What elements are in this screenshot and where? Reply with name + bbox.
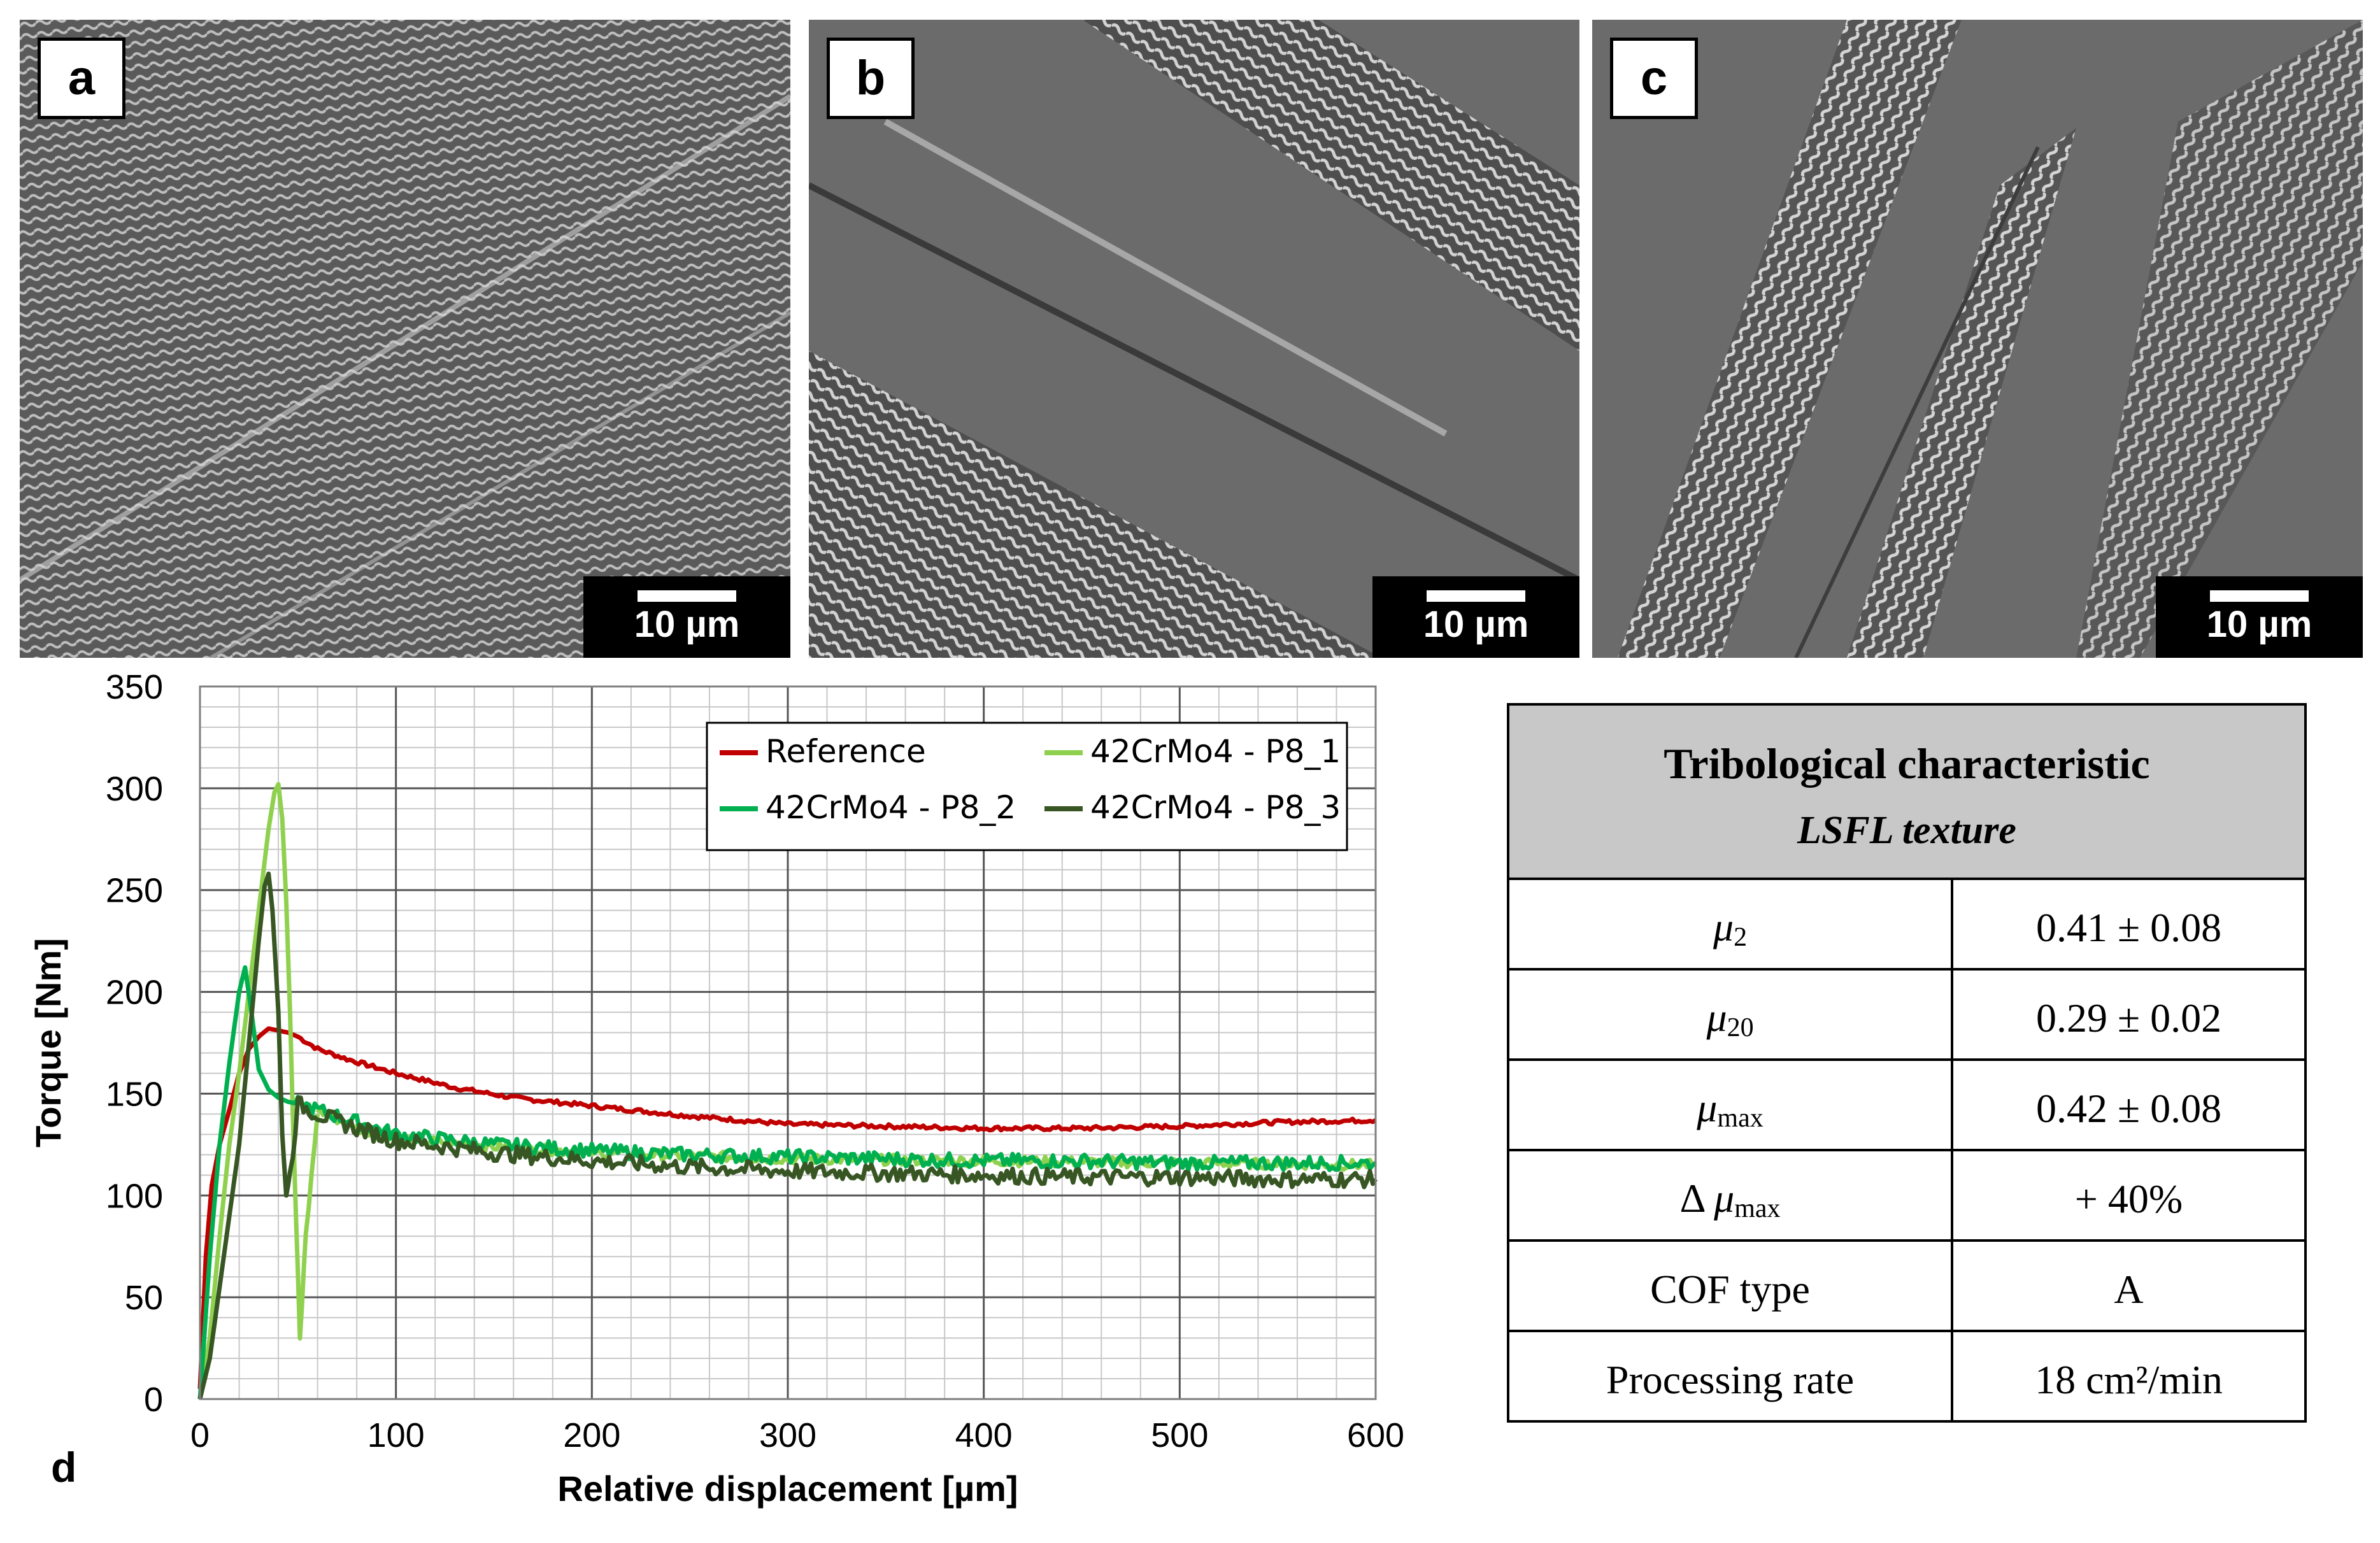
- sem-image-c: [1592, 20, 2363, 658]
- row-label: μ2: [1507, 878, 1953, 971]
- scale-bar-line: [1427, 590, 1525, 602]
- sem-panel-c: c 10 µm: [1592, 20, 2363, 658]
- panel-label-a: a: [38, 38, 125, 119]
- row-label: Δ μmax: [1507, 1149, 1953, 1242]
- legend-label: 42CrMo4 - P8_1: [1090, 733, 1341, 770]
- torque-chart: 0 100 200 300 400 500 600 0 50 100 150 200 250 300 350…: [28, 669, 1404, 1509]
- chart-series: [197, 782, 1378, 1400]
- scale-bar-line: [2210, 590, 2309, 602]
- table-row: Processing rate 18 cm²/min: [1507, 1330, 2307, 1423]
- table-row: COF type A: [1507, 1239, 2307, 1332]
- row-label: Processing rate: [1507, 1330, 1953, 1423]
- series-line-2: [197, 782, 320, 1400]
- sem-panel-b: b 10 µm: [809, 20, 1579, 658]
- table-subtitle: LSFL texture: [1797, 809, 2016, 852]
- scale-bar-a: 10 µm: [583, 576, 790, 658]
- legend-label: Reference: [766, 733, 926, 770]
- tribology-table: Tribological characteristic LSFL texture…: [1507, 703, 2307, 1423]
- scale-bar-b: 10 µm: [1372, 576, 1579, 658]
- table-row: μ2 0.41 ± 0.08: [1507, 878, 2307, 971]
- axis-ticks: 0 100 200 300 400 500 600 0 50 100 150 200 250 300 350: [106, 669, 1404, 1454]
- y-tick-label: 300: [106, 770, 163, 808]
- legend-label: 42CrMo4 - P8_2: [766, 789, 1016, 826]
- x-tick-label: 300: [759, 1416, 816, 1454]
- scale-bar-text: 10 µm: [1423, 604, 1529, 645]
- y-tick-label: 0: [144, 1381, 163, 1419]
- scale-bar-text: 10 µm: [2206, 604, 2312, 645]
- sem-panel-a: a 10 µm: [20, 20, 790, 658]
- row-value: + 40%: [1951, 1149, 2307, 1242]
- panel-label-c: c: [1610, 38, 1698, 119]
- table-title: Tribological characteristic: [1664, 739, 2150, 788]
- row-label: COF type: [1507, 1239, 1953, 1332]
- x-axis-label: Relative displacement [µm]: [557, 1468, 1018, 1509]
- y-tick-label: 50: [125, 1279, 163, 1317]
- table-row: μ20 0.29 ± 0.02: [1507, 968, 2307, 1061]
- sem-image-a: [20, 20, 790, 658]
- series-line-1: [197, 1026, 1377, 1390]
- legend-box: [706, 722, 1348, 851]
- x-tick-label: 400: [955, 1416, 1013, 1454]
- row-value: 0.41 ± 0.08: [1951, 878, 2307, 971]
- y-tick-label: 100: [106, 1177, 163, 1215]
- panel-label-d: d: [51, 1444, 76, 1491]
- x-tick-label: 200: [563, 1416, 620, 1454]
- x-tick-label: 500: [1151, 1416, 1208, 1454]
- y-tick-label: 150: [106, 1075, 163, 1113]
- scale-bar-text: 10 µm: [634, 604, 740, 645]
- legend-label: 42CrMo4 - P8_3: [1090, 789, 1341, 826]
- row-label: μ20: [1507, 968, 1953, 1061]
- table-row: Δ μmax + 40%: [1507, 1149, 2307, 1242]
- scale-bar-c: 10 µm: [2156, 576, 2363, 658]
- table-header: Tribological characteristic LSFL texture: [1507, 703, 2307, 880]
- series-line-4: [197, 871, 1378, 1400]
- row-label: μmax: [1507, 1058, 1953, 1151]
- row-value: 0.42 ± 0.08: [1951, 1058, 2307, 1151]
- x-tick-label: 600: [1347, 1416, 1404, 1454]
- y-tick-label: 350: [106, 669, 163, 706]
- y-axis-label: Torque [Nm]: [28, 938, 68, 1148]
- plot-border: [199, 685, 1377, 1400]
- table-row: μmax 0.42 ± 0.08: [1507, 1058, 2307, 1151]
- y-tick-label: 250: [106, 872, 163, 910]
- x-tick-label: 0: [190, 1416, 210, 1454]
- scale-bar-line: [638, 590, 736, 602]
- row-value: A: [1951, 1239, 2307, 1332]
- panel-label-b: b: [827, 38, 915, 119]
- chart-legend: Reference 42CrMo4 - P8_1 42CrMo4 - P8_2 42C…: [706, 722, 1348, 851]
- row-value: 18 cm²/min: [1951, 1330, 2307, 1423]
- sem-image-b: [809, 20, 1579, 658]
- x-tick-label: 100: [367, 1416, 425, 1454]
- row-value: 0.29 ± 0.02: [1951, 968, 2307, 1061]
- y-tick-label: 200: [106, 974, 163, 1012]
